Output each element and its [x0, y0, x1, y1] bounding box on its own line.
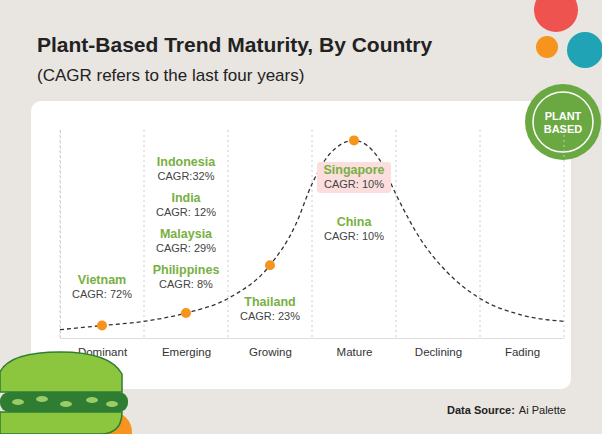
column-divider [228, 130, 229, 338]
x-tick-label: Mature [337, 346, 373, 358]
country-name: Singapore [323, 163, 384, 177]
title: Plant-Based Trend Maturity, By Country [37, 33, 432, 56]
trend-line [60, 140, 564, 329]
x-tick: Mature [337, 338, 373, 358]
country-cagr: CAGR: 23% [240, 310, 300, 322]
x-tick: Declining [415, 338, 462, 358]
badge-text: BASED [544, 123, 583, 135]
country-name: Thailand [244, 295, 295, 309]
country-annotation: MalaysiaCAGR: 29% [156, 227, 216, 254]
burger-leaf [106, 401, 118, 407]
country-cagr: CAGR: 72% [72, 288, 132, 300]
country-annotation: IndiaCAGR: 12% [156, 191, 216, 218]
column-divider [396, 130, 397, 338]
annotations: VietnamCAGR: 72%IndonesiaCAGR:32%IndiaCA… [72, 155, 391, 322]
stage-point [97, 321, 107, 331]
column-divider [564, 130, 565, 338]
badge-text: PLANT [545, 110, 582, 122]
burger-bun-top [0, 352, 122, 392]
x-tick: Emerging [162, 338, 211, 358]
country-name: Vietnam [78, 273, 126, 287]
column-divider [480, 130, 481, 338]
country-cagr: CAGR: 8% [159, 278, 213, 290]
column-dividers [60, 130, 564, 338]
plot-card [31, 101, 571, 389]
burger-patty [0, 392, 128, 412]
country-annotation: VietnamCAGR: 72% [72, 273, 132, 300]
column-divider [312, 130, 313, 338]
source-name: Ai Palette [519, 404, 566, 416]
stage-point [265, 260, 275, 270]
country-name: Malaysia [160, 227, 213, 241]
burger-illustration [0, 352, 132, 434]
burger-leaf [12, 399, 24, 405]
country-name: China [337, 215, 373, 229]
highlight-box [317, 162, 391, 193]
deco-circle [567, 32, 602, 68]
x-tick-label: Growing [249, 346, 292, 358]
stage-point [349, 135, 359, 145]
country-cagr: CAGR: 12% [156, 206, 216, 218]
x-tick: Growing [249, 338, 292, 358]
country-cagr: CAGR:32% [158, 170, 215, 182]
column-divider [60, 130, 61, 338]
burger-leaf [36, 396, 48, 402]
country-annotation: ThailandCAGR: 23% [240, 295, 300, 322]
column-divider [144, 130, 145, 338]
country-cagr: CAGR: 29% [156, 242, 216, 254]
burger-leaf [86, 397, 98, 403]
x-tick-label: Fading [505, 346, 540, 358]
badge: PLANTBASED [525, 84, 601, 160]
deco-circle [536, 36, 558, 58]
country-cagr: CAGR: 10% [324, 230, 384, 242]
x-tick-label: Emerging [162, 346, 211, 358]
y-axis-line [60, 131, 61, 339]
x-tick: Fading [505, 338, 540, 358]
source-label: Data Source: [447, 404, 515, 416]
plot-area [60, 135, 564, 330]
burger-leaf [60, 401, 72, 407]
stage-point [181, 308, 191, 318]
x-axis-line [61, 338, 565, 339]
background [0, 0, 602, 434]
chart: Plant-Based Trend Maturity, By Country (C… [0, 0, 602, 434]
source: Data Source: Ai Palette [447, 404, 566, 416]
x-tick-label: Declining [415, 346, 462, 358]
country-annotation: SingaporeCAGR: 10% [317, 162, 391, 193]
country-annotation: IndonesiaCAGR:32% [157, 155, 216, 182]
country-annotation: PhilippinesCAGR: 8% [153, 263, 220, 290]
country-annotation: ChinaCAGR: 10% [324, 215, 384, 242]
decoration [534, 0, 602, 68]
country-name: India [171, 191, 201, 205]
burger-bun-bottom [0, 412, 122, 434]
badge-ring [533, 92, 593, 152]
x-axis: DominantEmergingGrowingMatureDecliningFa… [61, 338, 565, 358]
deco-circle [534, 0, 578, 32]
country-cagr: CAGR: 10% [324, 178, 384, 190]
badge-circle [525, 84, 601, 160]
y-axis [60, 131, 61, 339]
country-name: Indonesia [157, 155, 216, 169]
subtitle: (CAGR refers to the last four years) [37, 66, 304, 85]
country-name: Philippines [153, 263, 220, 277]
